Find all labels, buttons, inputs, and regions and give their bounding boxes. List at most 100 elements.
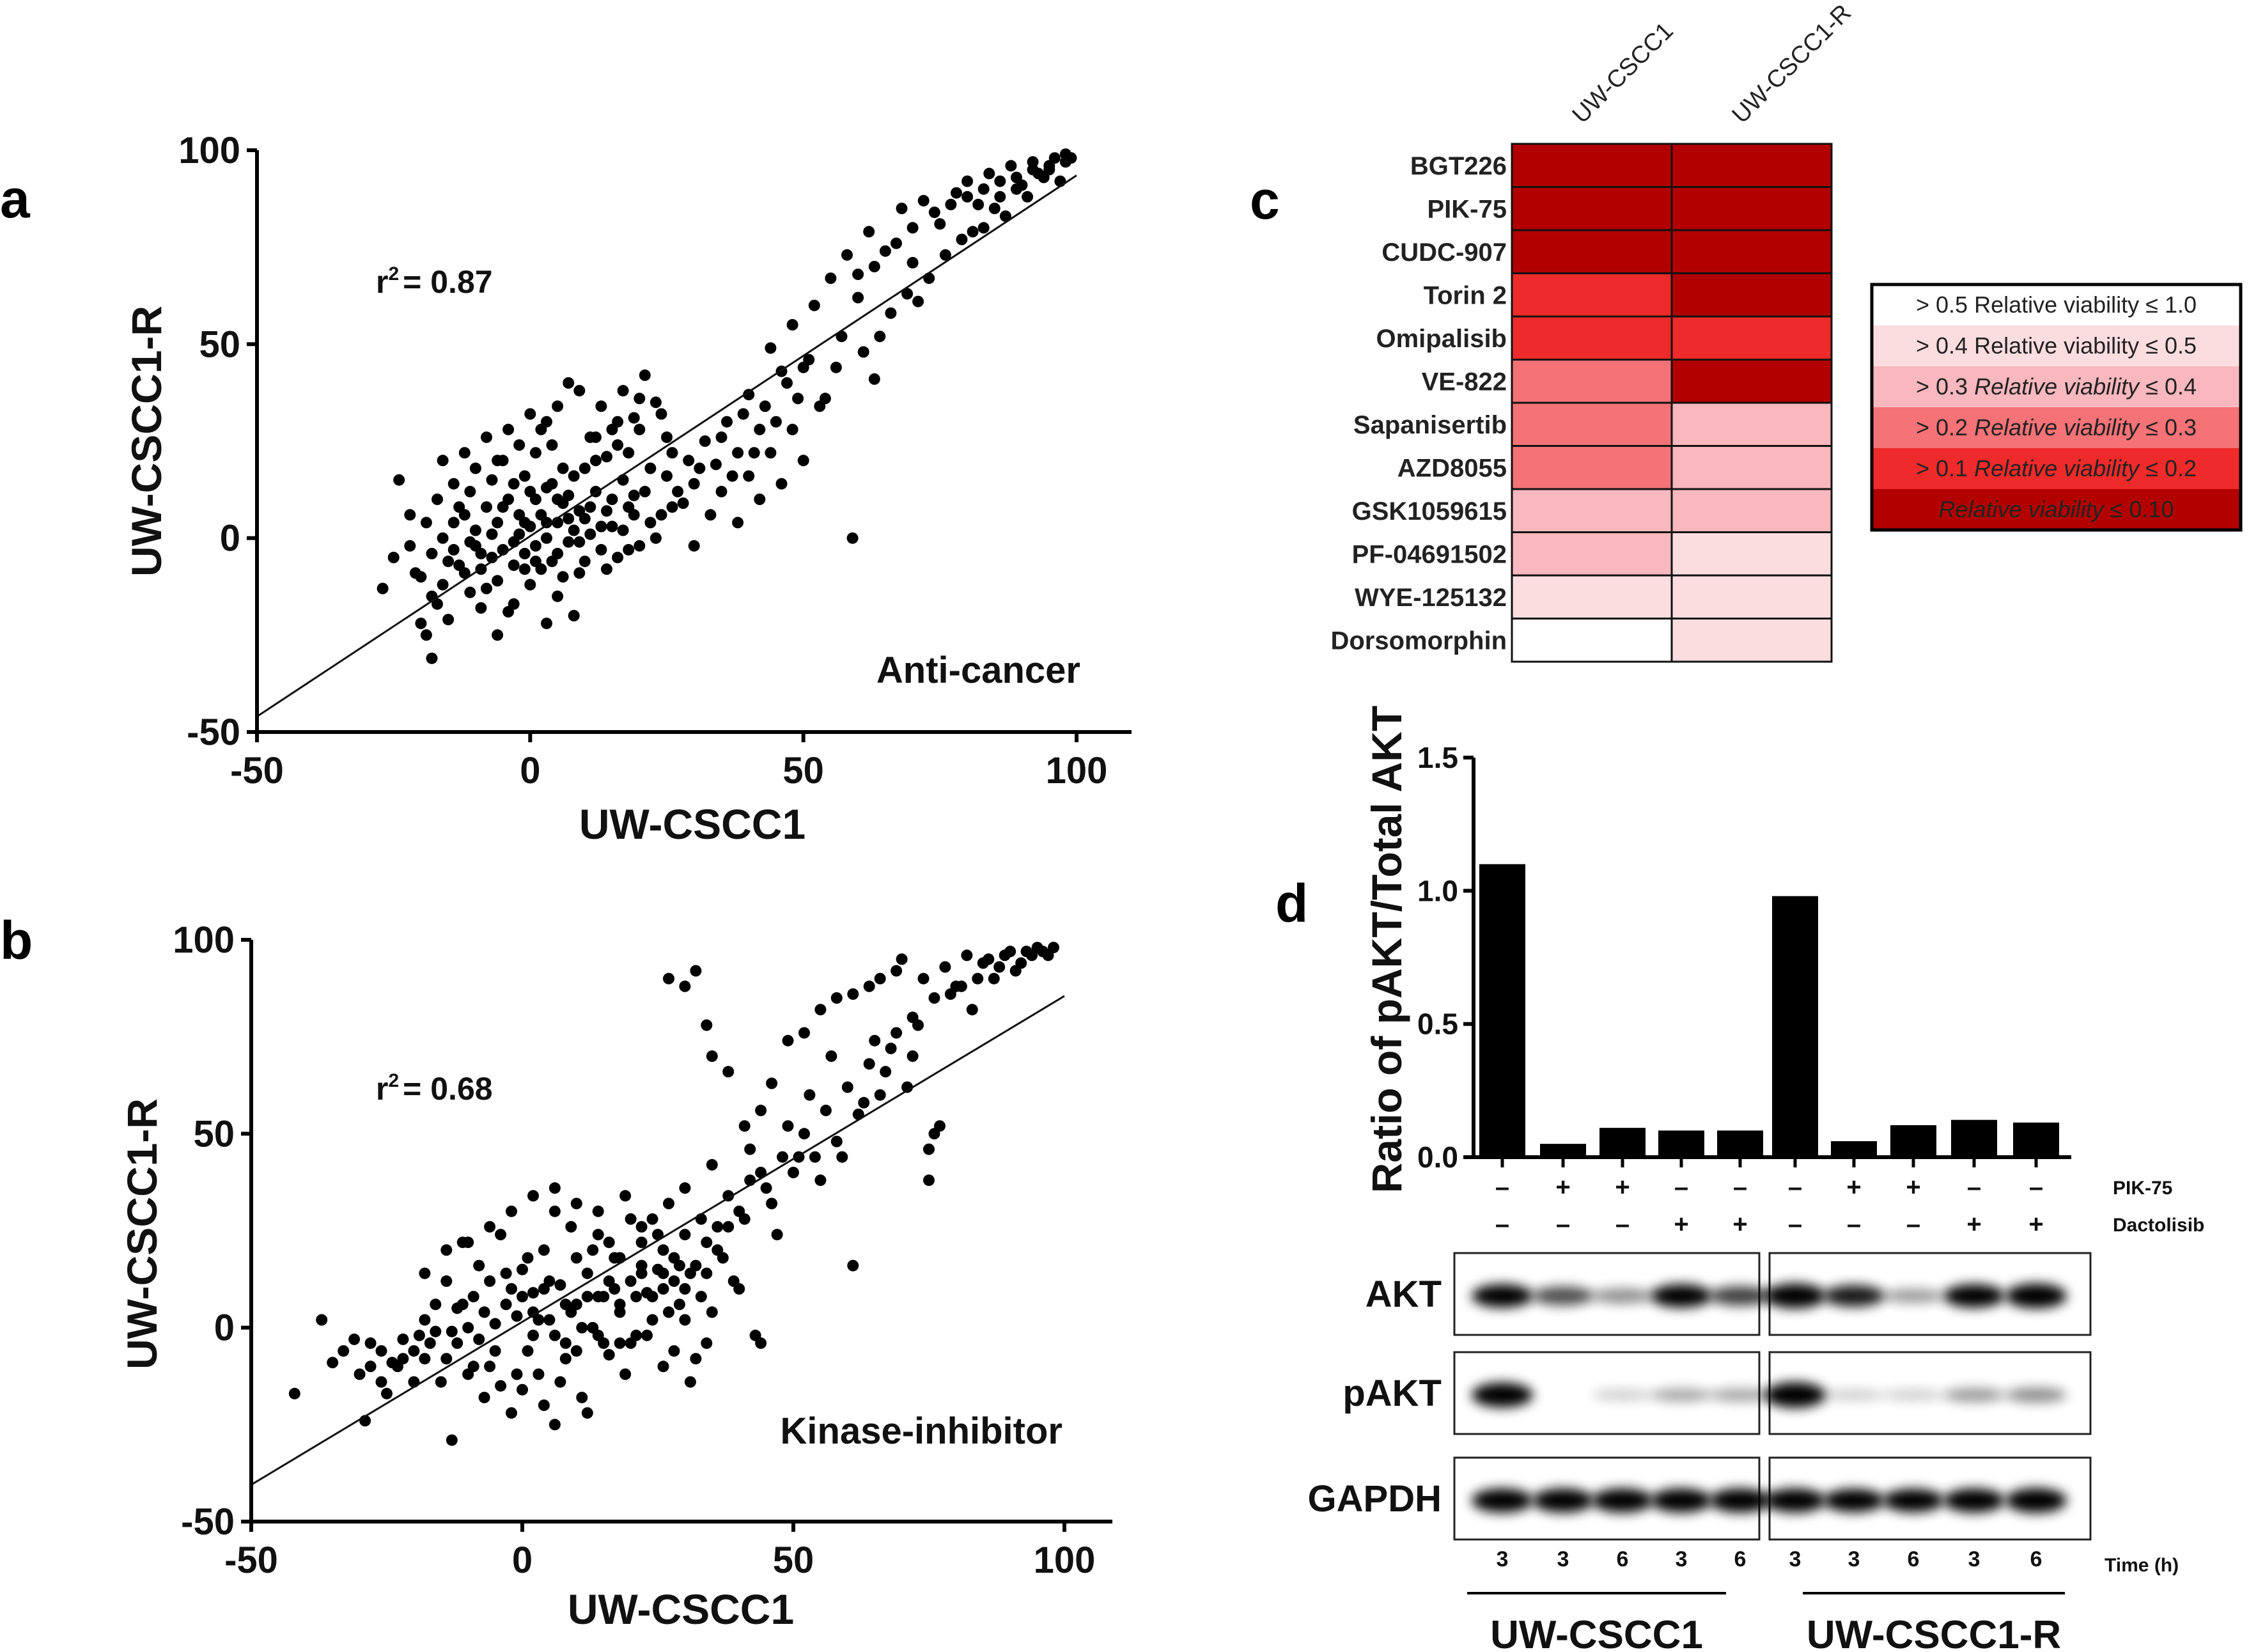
scatter-point [625,1275,637,1287]
scatter-point [404,540,416,552]
scatter-point [447,543,460,556]
scatter-point [440,1275,453,1287]
scatter-point [595,400,607,412]
scatter-point [655,509,667,521]
y-tick-label: -50 [181,1501,235,1543]
scatter-point [699,435,711,447]
scatter-point [760,1182,772,1194]
scatter-point [777,1151,788,1163]
scatter-point [896,953,908,965]
scatter-point [522,1345,534,1357]
scatter-point [451,1337,463,1349]
treatment-sign: – [2029,1173,2043,1201]
scatter-point [1043,160,1055,172]
scatter-point [754,494,766,505]
scatter-point [628,509,640,521]
scatter-point [508,598,520,610]
y-tick-label: 0 [214,1307,235,1349]
scatter-point [819,393,831,405]
scatter-point [788,1167,799,1178]
scatter-point [1020,946,1032,958]
group-label: UW-CSCC1-R [1807,1613,2061,1652]
scatter-point [994,191,1006,203]
scatter-point [617,385,629,397]
scatter-point [601,451,612,463]
scatter-point [527,1190,539,1202]
scatter-point [456,1298,469,1311]
blot-band [1532,1286,1594,1305]
scatter-point [486,474,498,486]
blot-band [1651,1284,1712,1308]
heatmap-cell [1670,574,1833,620]
scatter-point [891,965,903,977]
scatter-point [549,1329,561,1341]
scatter-point [934,218,946,230]
scatter-point [712,1220,724,1233]
heatmap-cell [1511,272,1673,318]
scatter-point [830,1135,843,1148]
scatter-point [552,400,564,412]
treatment-sign: + [1674,1210,1688,1238]
treatment-sign: – [1556,1210,1570,1238]
blot-label: GAPDH [1308,1478,1442,1520]
scatter-point [426,652,438,664]
scatter-point [663,972,674,985]
scatter-point [874,972,886,985]
scatter-point [868,261,880,272]
scatter-point [506,1407,517,1419]
heatmap-cell [1670,401,1833,447]
blot-label: AKT [1366,1274,1442,1315]
scatter-point [464,536,476,548]
scatter-point [1042,949,1054,962]
blot-label: pAKT [1342,1373,1442,1414]
scatter-point [469,524,481,536]
scatter-point [419,1353,431,1365]
scatter-point [1011,183,1022,195]
scatter-point [1022,191,1034,203]
scatter-point [688,540,700,552]
scatter-point [679,980,691,992]
scatter-point [679,1283,691,1295]
scatter-point [644,517,657,529]
scatter-point [437,579,449,591]
scatter-point [573,536,586,548]
scatter-point [891,237,902,249]
scatter-point [601,563,612,575]
scatter-point [581,1267,593,1279]
scatter-point [646,1213,658,1225]
treatment-sign: + [1555,1173,1570,1201]
scatter-point [576,1391,588,1403]
blot-band [1764,1382,1826,1408]
scatter-point [570,1345,582,1357]
scatter-point [846,532,859,544]
scatter-point [896,203,908,214]
scatter-point [666,447,678,459]
scatter-point [565,1220,577,1233]
scatter-point [375,1345,387,1357]
scatter-point [430,1298,442,1311]
scatter-point [650,532,662,544]
scatter-point [508,559,520,572]
group-label: UW-CSCC1 [1490,1613,1703,1652]
scatter-point [364,1360,377,1373]
time-value: 6 [1617,1547,1629,1571]
scatter-point [415,571,427,583]
blot-band [1472,1284,1533,1308]
scatter-point [635,1236,648,1249]
scatter-point [847,988,859,1000]
scatter-point [517,1383,528,1396]
blot-band [1532,1488,1594,1513]
scatter-point [923,272,935,284]
scatter-point [715,431,728,443]
scatter-point [478,1306,490,1318]
scatter-point [462,1321,474,1334]
heatmap-cell [1511,531,1673,577]
heatmap-cell [1511,445,1673,490]
scatter-point [492,629,504,641]
scatter-point [603,1349,615,1361]
blot-band [1764,1488,1826,1513]
scatter-point [717,1252,729,1264]
scatter-point [601,505,612,517]
scatter-point [458,447,471,459]
